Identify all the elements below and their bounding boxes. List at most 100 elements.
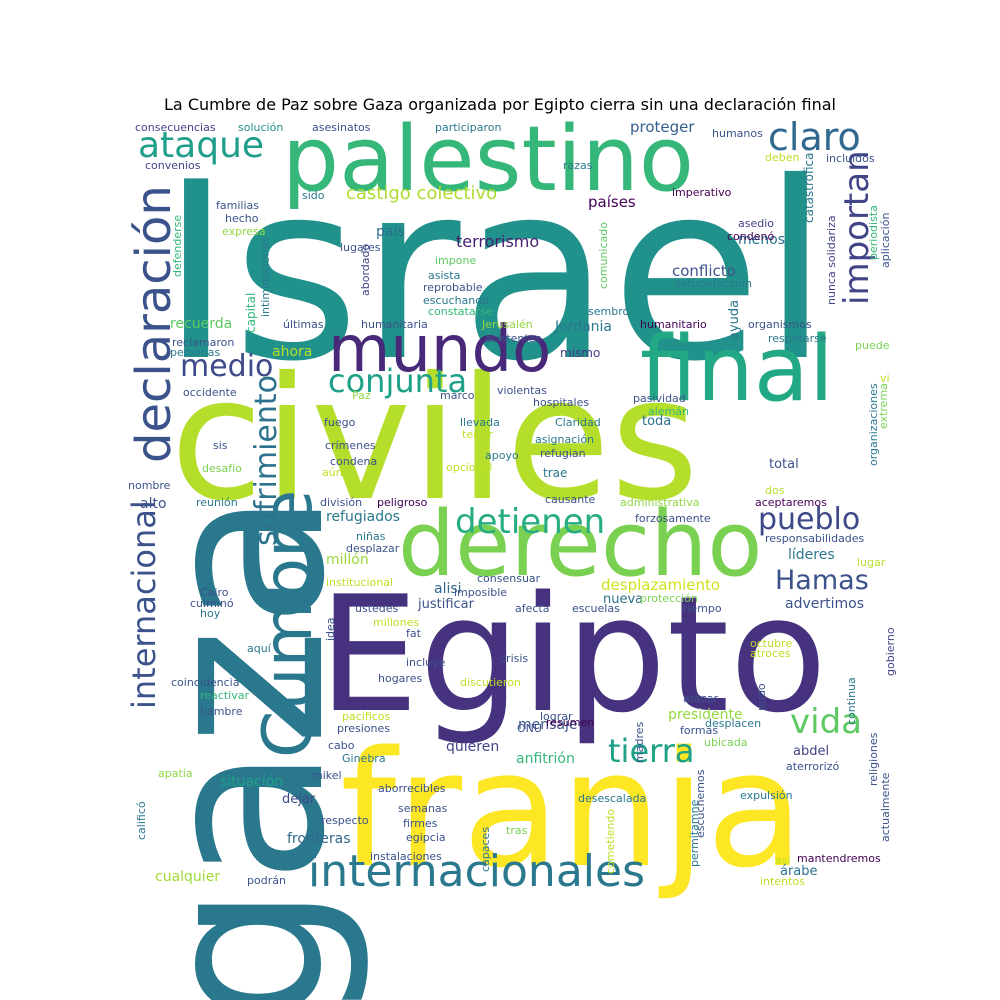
cloud-word-conflicto: conflicto: [672, 262, 736, 280]
cloud-word-franja: franja: [340, 716, 805, 903]
cloud-word-humanitario: humanitario: [640, 318, 707, 331]
cloud-word-administrativa: administrativa: [620, 496, 700, 509]
cloud-word-crisis: crisis: [500, 652, 529, 665]
cloud-word-puede: puede: [855, 339, 890, 352]
cloud-word-sis: sis: [213, 439, 228, 452]
cloud-word-internacionales: internacionales: [308, 846, 646, 897]
cloud-word-paz: Paz: [352, 389, 371, 402]
cloud-word-pais: país: [376, 224, 405, 240]
cloud-word-institucional: institucional: [326, 576, 394, 589]
cloud-word-desplacen: desplacen: [705, 717, 762, 730]
cloud-word-tiempo: tiempo: [683, 602, 722, 615]
cloud-word-jordania: Jordania: [555, 319, 613, 335]
cloud-word-toda: toda: [642, 414, 672, 429]
cloud-word-podran: podrán: [247, 874, 286, 887]
cloud-word-defenderse: defenderse: [171, 214, 184, 277]
cloud-word-desafio: desafío: [202, 462, 242, 475]
cloud-word-civiles: civiles: [170, 341, 699, 539]
cloud-word-estupefaccion: estupefacción: [675, 277, 752, 290]
cloud-word-marco: marco: [440, 389, 475, 402]
cloud-word-organismos: organismos: [748, 318, 812, 331]
cloud-word-egipto: Egipto: [318, 561, 828, 748]
cloud-word-millones: millones: [373, 616, 420, 629]
cloud-word-fat: fat: [406, 627, 421, 640]
cloud-word-incluidos: incluidos: [826, 152, 875, 165]
cloud-word-familias: familias: [216, 199, 259, 212]
cloud-word-hambre: hambre: [200, 705, 243, 718]
cloud-word-personas: personas: [170, 346, 221, 359]
cloud-word-advertimos: advertimos: [785, 596, 864, 612]
cloud-word-mensaje: mensaje: [518, 717, 578, 733]
cloud-word-detienen: detienen: [455, 502, 606, 542]
cloud-word-hospitales: hospitales: [533, 396, 590, 409]
cloud-word-aplicacion: aplicación: [879, 212, 892, 268]
cloud-word-derecho: derecho: [398, 492, 763, 597]
cloud-word-opcional: opcional: [446, 461, 493, 474]
cloud-word-abdel: abdel: [793, 744, 830, 759]
cloud-word-trae: trae: [543, 466, 568, 480]
cloud-word-violentas: violentas: [497, 384, 547, 397]
cloud-word-respecto: respecto: [321, 814, 369, 827]
cloud-word-escuchando: escuchando: [423, 294, 489, 307]
cloud-word-cometiendo: cometiendo: [604, 808, 617, 874]
cloud-word-recuerda: recuerda: [170, 316, 233, 332]
cloud-word-aceptaremos: aceptaremos: [755, 496, 827, 509]
cloud-word-afecta: afecta: [515, 602, 550, 615]
cloud-word-organizaciones: organizaciones: [867, 383, 880, 466]
cloud-word-asesinatos: asesinatos: [312, 121, 371, 134]
cloud-word-aqui: aquí: [247, 642, 271, 655]
cloud-word-presidente: presidente: [668, 707, 743, 723]
cloud-word-ataque: ataque: [138, 125, 265, 166]
cloud-word-comunicado: comunicado: [597, 222, 610, 289]
cloud-word-abordado: abordado: [359, 243, 372, 296]
cloud-word-constatarse: constatarse: [428, 305, 493, 318]
cloud-word-tierra: tierra: [608, 732, 695, 770]
cloud-word-ayuda: ayuda: [727, 299, 742, 340]
cloud-word-causante: causante: [545, 493, 596, 506]
cloud-word-dos: dos: [765, 484, 785, 497]
cloud-word-alto: alto: [140, 496, 167, 512]
cloud-word-deben: deben: [765, 151, 800, 164]
cloud-word-occidente: occidente: [183, 386, 237, 399]
cloud-word-aun: aún: [322, 466, 343, 479]
cloud-word-medio: medio: [180, 349, 274, 384]
cloud-word-apoyo: apoyo: [485, 449, 519, 462]
figure-title: La Cumbre de Paz sobre Gaza organizada p…: [164, 95, 836, 114]
cloud-word-onu: ONU: [517, 722, 542, 735]
cloud-word-peligroso: peligroso: [377, 496, 428, 509]
cloud-word-vida: vida: [790, 702, 862, 742]
cloud-word-convenios: convenios: [145, 159, 201, 172]
cloud-word-imposible: imposible: [454, 586, 508, 599]
cloud-word-proteccion: protección: [640, 592, 698, 605]
cloud-word-lugares: lugares: [340, 241, 381, 254]
cloud-word-millon: millón: [326, 552, 369, 568]
cloud-word-catastrofica: catastrófica: [802, 152, 816, 224]
cloud-word-jerusalen: Jerusalén: [482, 318, 533, 331]
cloud-word-ultimas: últimas: [283, 318, 324, 331]
cloud-word-total: total: [769, 457, 799, 472]
cloud-word-ginebra: Ginebra: [342, 752, 386, 765]
cloud-word-final: final: [640, 317, 834, 422]
cloud-word-mismo: mismo: [560, 346, 601, 360]
cloud-word-menos: menos: [738, 232, 785, 248]
cloud-word-claridad: Claridad: [555, 416, 601, 429]
cloud-word-ubicada: ubicada: [704, 736, 748, 749]
cloud-word-ninas: niñas: [356, 530, 386, 543]
cloud-word-vi: vi: [880, 372, 890, 385]
cloud-word-sido: sido: [302, 189, 325, 202]
cloud-word-solucion: solución: [238, 121, 284, 134]
cloud-word-humanitaria: humanitaria: [361, 318, 428, 331]
cloud-word-intimidaciones: intimidaciones: [259, 236, 272, 317]
cloud-word-participaron: participaron: [435, 121, 502, 134]
cloud-word-terror: terror: [462, 428, 493, 441]
cloud-word-permitamne: permitamne: [688, 799, 701, 867]
cloud-word-expulsion: expulsión: [740, 789, 793, 802]
cloud-word-razas: razas: [563, 159, 593, 172]
cloud-word-nombre: nombre: [128, 479, 171, 492]
cloud-word-fuego: fuego: [324, 416, 356, 429]
cloud-word-mikel: mikel: [312, 769, 342, 782]
cloud-word-refugian: refugian: [540, 447, 586, 460]
cloud-word-asedio: asedio: [738, 217, 775, 230]
cloud-word-asistentes: asistentes: [485, 332, 542, 345]
